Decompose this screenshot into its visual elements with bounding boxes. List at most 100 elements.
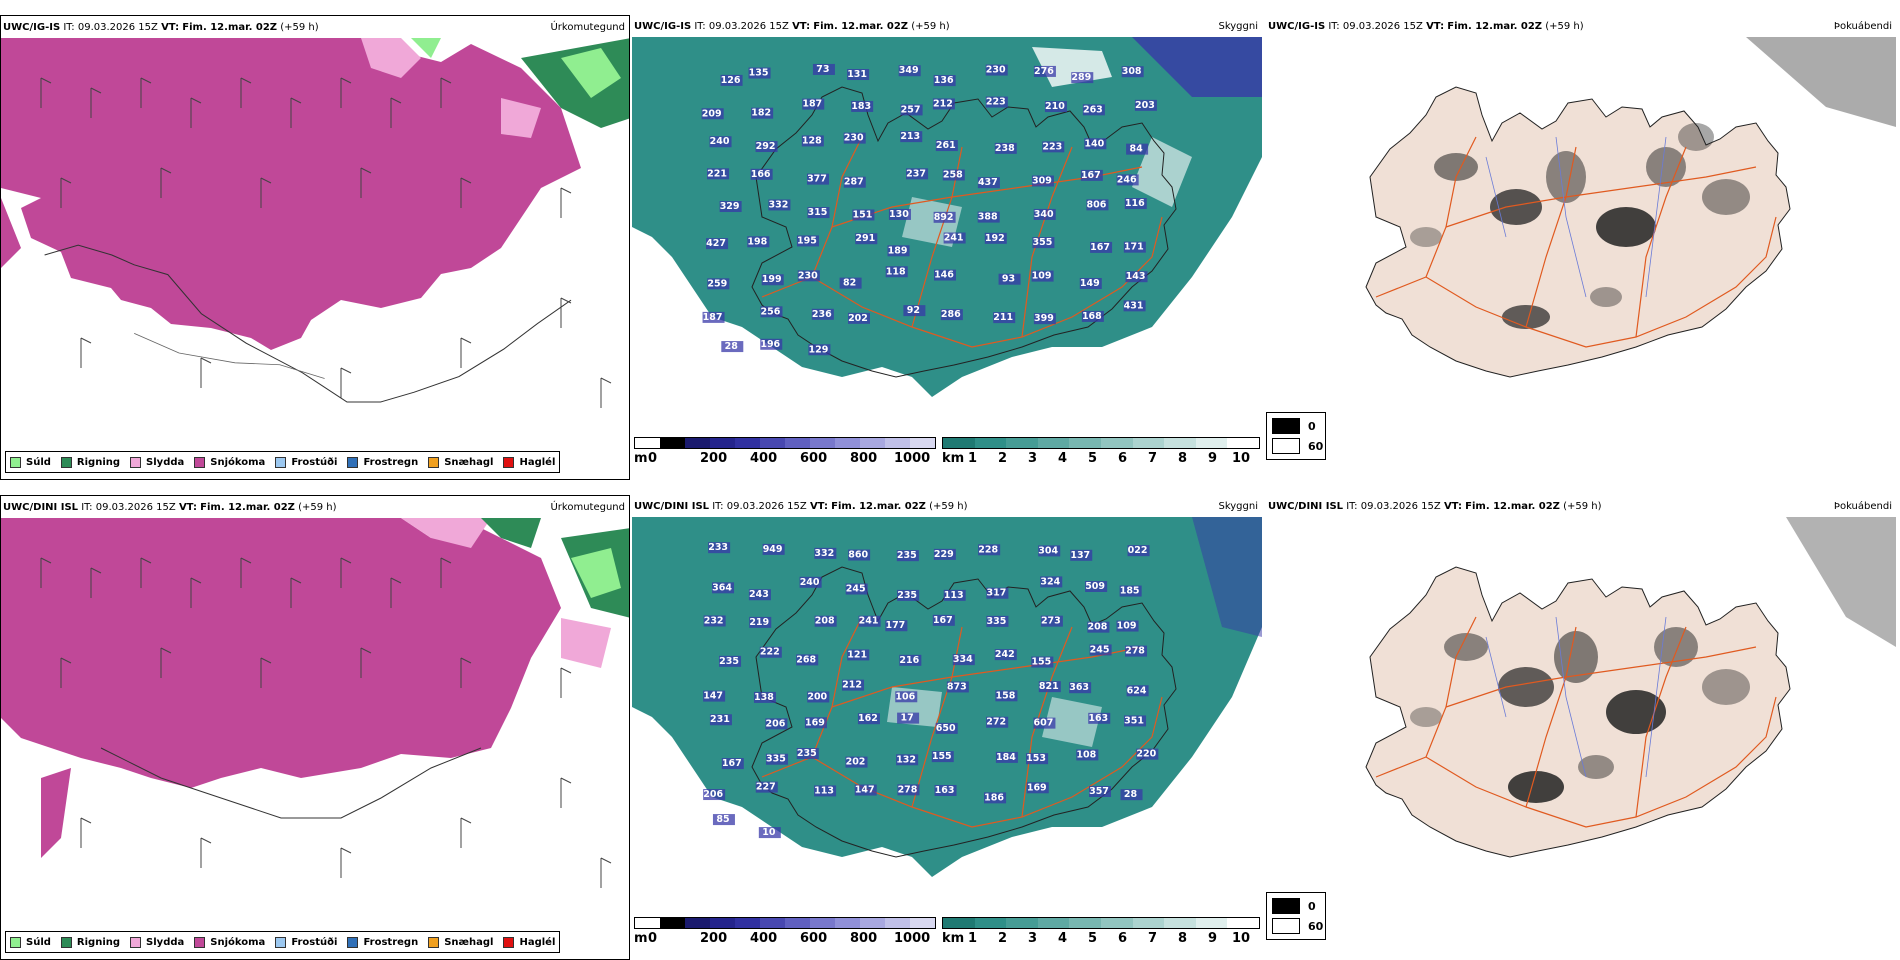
ceiling-label-bg xyxy=(896,550,919,562)
ceiling-label: 171 xyxy=(1124,242,1144,253)
ceiling-label: 17 xyxy=(900,713,913,724)
ceiling-label-bg xyxy=(1124,198,1147,210)
ceiling-label: 163 xyxy=(1088,713,1108,724)
ceiling-label-bg xyxy=(1134,99,1157,111)
ceiling-label: 235 xyxy=(719,656,739,667)
ceiling-label: 259 xyxy=(707,278,727,289)
sleet-area xyxy=(501,98,541,138)
ceiling-label: 245 xyxy=(846,584,866,595)
ceiling-label-bg xyxy=(719,201,742,213)
ceiling-label: 949 xyxy=(763,544,783,555)
ceiling-label-bg xyxy=(858,615,881,627)
ceiling-label-bg xyxy=(985,64,1008,76)
ceiling-label: 121 xyxy=(847,649,867,660)
ceiling-label: 184 xyxy=(996,752,1016,763)
ceiling-label: 232 xyxy=(704,615,724,626)
precip-map xyxy=(1,38,629,458)
ceiling-label: 169 xyxy=(1027,782,1047,793)
ceiling-label: 143 xyxy=(1126,271,1146,282)
ceiling-label-bg xyxy=(839,277,862,289)
legend-item: Slydda xyxy=(130,456,184,468)
ceiling-label-bg xyxy=(719,655,742,667)
ceiling-label-bg xyxy=(847,69,870,81)
ceiling-label: 399 xyxy=(1034,313,1054,324)
ceiling-label-bg xyxy=(995,751,1018,763)
ceiling-label-bg xyxy=(940,309,963,321)
ceiling-label-bg xyxy=(1123,300,1146,312)
ceiling-label: 363 xyxy=(1069,682,1089,693)
ceiling-label-bg xyxy=(1090,241,1113,253)
rivers xyxy=(1485,136,1667,298)
ceiling-label-bg xyxy=(848,549,871,561)
ceiling-label: 212 xyxy=(842,680,862,691)
ceiling-label-bg xyxy=(977,211,1000,223)
ceiling-label-bg xyxy=(1126,685,1149,697)
ceiling-label: 185 xyxy=(1120,586,1140,597)
visibility-tick: 9 xyxy=(1208,451,1218,466)
ceiling-label: 137 xyxy=(1070,550,1090,561)
ceiling-label: 196 xyxy=(760,339,780,350)
ceiling-label-bg xyxy=(843,176,866,188)
fog-map xyxy=(1266,37,1896,437)
legend-item: Snjókoma xyxy=(194,456,265,468)
ceiling-label-bg xyxy=(1079,277,1102,289)
fog-map xyxy=(1266,517,1896,917)
ceiling-label: 28 xyxy=(725,341,739,352)
ceiling-label-bg xyxy=(706,238,729,250)
ceiling-label: 209 xyxy=(702,108,722,119)
ceiling-label: 212 xyxy=(933,98,953,109)
ceiling-label-bg xyxy=(885,266,908,278)
ceiling-label-bg xyxy=(854,784,877,796)
ceiling-label: 140 xyxy=(1084,138,1104,149)
panel-header: UWC/IG-IS IT: 09.03.2026 15Z VT: Fim. 12… xyxy=(634,21,950,32)
ceiling-label-bg xyxy=(709,714,732,726)
cloudbase-tick: 400 xyxy=(750,931,778,946)
precip-legend: Súld Rigning Slydda Snjókoma Frostúði Fr… xyxy=(5,451,561,473)
ceiling-label-bg xyxy=(1076,749,1099,761)
ceiling-label: 189 xyxy=(888,245,908,256)
ceiling-label-bg xyxy=(709,136,732,148)
ceiling-label-bg xyxy=(845,583,868,595)
ceiling-label: 158 xyxy=(996,690,1016,701)
panel-header: UWC/IG-IS IT: 09.03.2026 15Z VT: Fim. 12… xyxy=(3,22,319,33)
ceiling-label: 308 xyxy=(1122,66,1142,77)
ceiling-label: 286 xyxy=(941,309,961,320)
snow-area xyxy=(1,198,21,268)
legend-item: Haglél xyxy=(503,456,555,468)
legend-item: Frostúði xyxy=(275,936,337,948)
legend-item: Súld xyxy=(10,456,51,468)
visibility-tick: 5 xyxy=(1088,931,1098,946)
land-outline xyxy=(44,244,572,403)
legend-item: Súld xyxy=(10,936,51,948)
ceiling-label-bg xyxy=(1040,576,1063,588)
ceiling-label-bg xyxy=(935,722,958,734)
ceiling-label-bg xyxy=(1085,580,1108,592)
ceiling-label-bg xyxy=(758,827,781,839)
ceiling-label: 109 xyxy=(1117,621,1137,632)
cloudbase-tick: 0 xyxy=(648,451,658,466)
ceiling-label-bg xyxy=(1127,545,1150,557)
panel-header: UWC/DINI ISL IT: 09.03.2026 15Z VT: Fim.… xyxy=(1268,501,1602,512)
rivers xyxy=(1485,616,1667,778)
ceiling-label: 236 xyxy=(812,309,832,320)
ceiling-label: 278 xyxy=(898,784,918,795)
panel-header: UWC/DINI ISL IT: 09.03.2026 15Z VT: Fim.… xyxy=(3,502,337,513)
ceiling-label-bg xyxy=(932,614,955,626)
panel-header: UWC/DINI ISL IT: 09.03.2026 15Z VT: Fim.… xyxy=(634,501,968,512)
ceiling-label: 183 xyxy=(851,101,871,112)
visibility-tick: 8 xyxy=(1178,931,1188,946)
visibility-unit: km xyxy=(942,931,965,946)
ceiling-label: 206 xyxy=(703,789,723,800)
ceiling-label: 132 xyxy=(896,754,916,765)
ceiling-label-bg xyxy=(994,142,1017,154)
cloudbase-unit: m xyxy=(634,451,648,466)
ceiling-label-bg xyxy=(1038,681,1061,693)
ceiling-label-bg xyxy=(906,168,929,180)
ceiling-label: 427 xyxy=(706,238,726,249)
visibility-map: 233 949 332 860 235 229 228 304 137 022 364 243 240 2… xyxy=(632,517,1262,917)
ceiling-label: 237 xyxy=(906,168,926,179)
ceiling-label: 231 xyxy=(710,714,730,725)
roads xyxy=(1375,136,1777,348)
ceiling-label-bg xyxy=(977,177,1000,189)
ceiling-label-bg xyxy=(851,100,874,112)
